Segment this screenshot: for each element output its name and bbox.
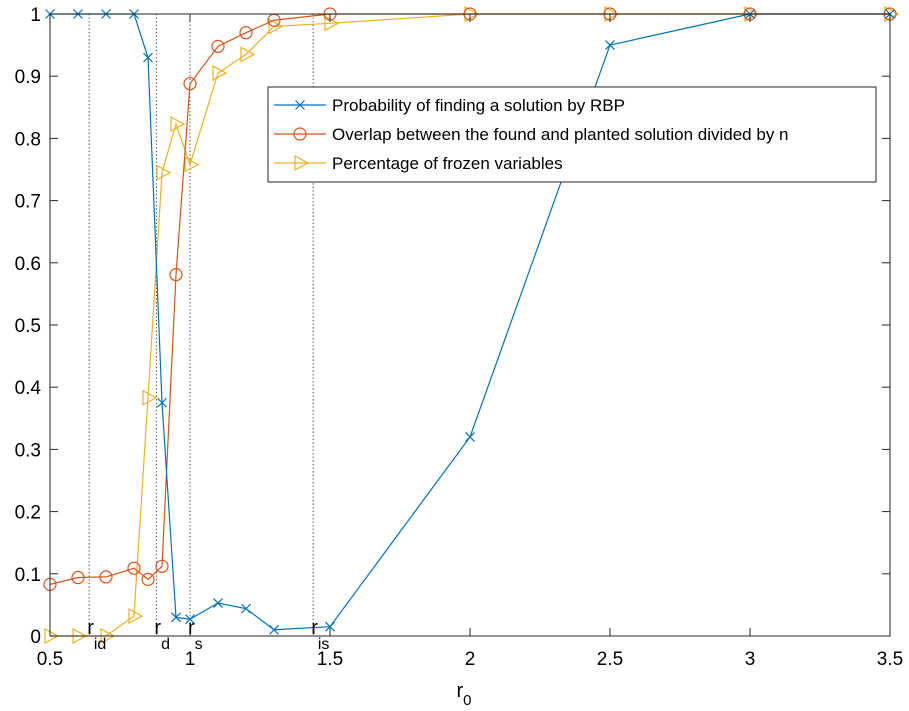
vertical-line-label-is: ris (311, 617, 329, 653)
data-point (128, 608, 144, 625)
data-point (269, 624, 279, 635)
data-point (241, 603, 251, 614)
legend-marker-0 (295, 100, 305, 110)
vertical-line-label-sub: d (161, 636, 170, 653)
data-point (143, 52, 153, 63)
axis-ticks (49, 13, 891, 637)
data-point (99, 570, 113, 584)
x-axis-label: r0 (456, 680, 471, 709)
data-point (155, 559, 169, 573)
data-point (170, 116, 186, 133)
x-tick-label: 3 (745, 649, 756, 670)
data-point (239, 26, 253, 40)
vertical-line-label-main: r (188, 617, 195, 639)
x-axis-label-sub: 0 (463, 692, 471, 709)
legend-marker-1 (293, 127, 307, 141)
y-tick-label: 0.6 (15, 254, 41, 275)
vertical-line-label-sub: is (318, 636, 330, 653)
data-point (212, 65, 228, 82)
data-point (169, 268, 183, 282)
y-tick-label: 0.4 (15, 378, 42, 399)
vertical-line-label-d: rd (154, 617, 170, 653)
x-tick-label: 2.5 (597, 649, 623, 670)
y-tick-label: 0 (30, 627, 41, 648)
y-tick-label: 0.7 (15, 192, 41, 213)
data-point (268, 18, 284, 35)
data-point (142, 389, 158, 406)
data-point (127, 561, 141, 575)
legend-label-1: Overlap between the found and planted so… (332, 125, 789, 144)
x-tick-label: 1 (185, 649, 196, 670)
vertical-line-label-sub: s (195, 636, 203, 653)
data-point (325, 621, 335, 632)
legend-marker-2 (294, 154, 310, 172)
y-tick-label: 1 (30, 5, 41, 26)
data-point (71, 570, 85, 585)
legend: Probability of finding a solution by RBP… (267, 86, 877, 183)
tick-labels: 0.5 1 1.5 2 2.5 3 3.5 0 0.1 0.2 0.3 0.4 0.5 0.6 0.7 0.8… (15, 5, 904, 670)
data-point (605, 40, 615, 51)
legend-label-0: Probability of finding a solution by RBP (332, 96, 625, 115)
data-point (156, 164, 172, 181)
vertical-line-label-s: rs (188, 617, 203, 653)
x-tick-label: 1.5 (317, 649, 343, 670)
legend-box (267, 86, 877, 183)
x-axis-label-main: r (456, 680, 463, 702)
legend-entry-1: Overlap between the found and planted so… (274, 125, 789, 144)
y-tick-label: 0.2 (15, 503, 41, 524)
x-tick-label: 3.5 (877, 649, 903, 670)
data-point (157, 397, 167, 408)
y-tick-label: 0.5 (15, 316, 41, 337)
vertical-line-label-main: r (87, 617, 94, 639)
data-point (213, 598, 223, 608)
data-point (240, 46, 256, 63)
y-tick-label: 0.3 (15, 440, 41, 461)
data-point (185, 614, 195, 625)
data-point (211, 39, 225, 53)
y-tick-label: 0.1 (15, 565, 41, 586)
legend-entry-0: Probability of finding a solution by RBP (274, 96, 625, 115)
x-tick-label: 0.5 (37, 649, 63, 670)
vertical-line-label-main: r (311, 617, 318, 639)
y-tick-label: 0.8 (15, 129, 41, 150)
data-point (465, 432, 475, 442)
vertical-line-label-id: rid (87, 617, 106, 653)
data-point (141, 572, 155, 586)
data-point (171, 612, 181, 623)
legend-label-2: Percentage of frozen variables (332, 154, 563, 173)
data-point (44, 627, 60, 645)
vertical-line-label-sub: id (94, 636, 106, 653)
legend-entry-2: Percentage of frozen variables (274, 154, 563, 173)
data-point (184, 156, 200, 173)
y-tick-label: 0.9 (15, 67, 41, 88)
data-point (183, 77, 197, 91)
vertical-line-label-main: r (154, 617, 161, 639)
x-tick-label: 2 (465, 649, 476, 670)
